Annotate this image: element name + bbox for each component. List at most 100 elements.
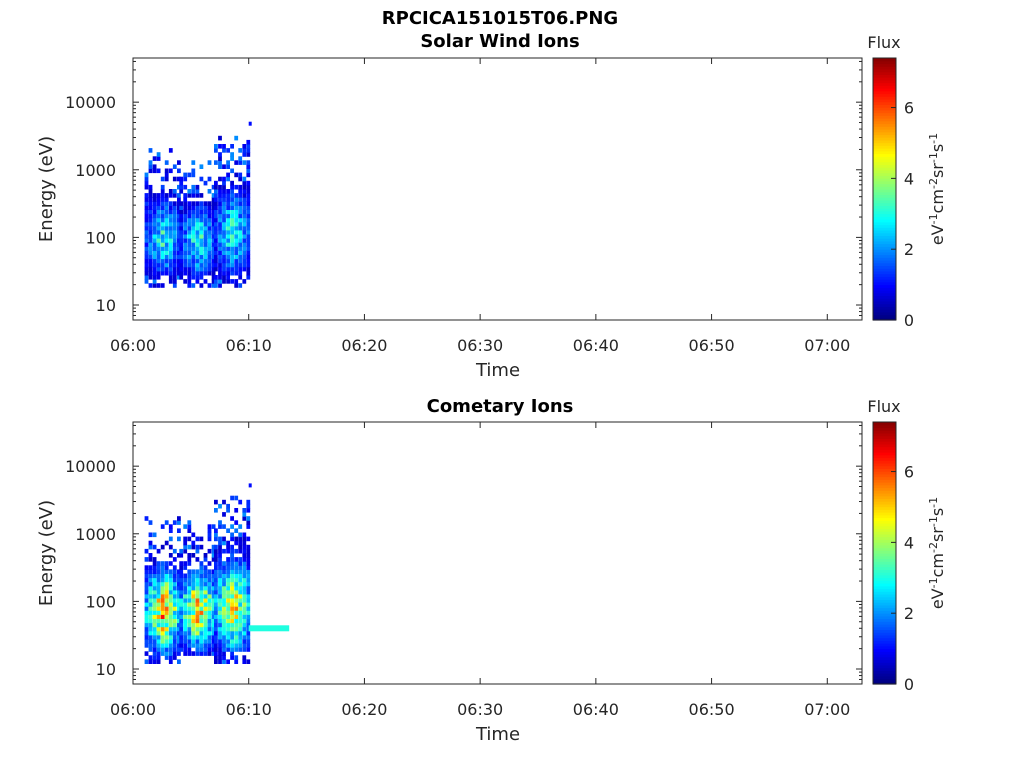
flux-pixel (156, 655, 161, 660)
colorbar-step (873, 422, 896, 426)
flux-pixel (218, 266, 222, 272)
flux-pixel (183, 193, 188, 198)
flux-pixel (164, 577, 169, 583)
flux-pixel (187, 610, 192, 615)
flux-pixel (230, 639, 234, 644)
flux-pixel (195, 229, 200, 235)
flux-pixel (238, 544, 243, 550)
colorbar-step (873, 670, 896, 674)
flux-pixel (160, 184, 165, 190)
flux-pixel (187, 651, 192, 656)
flux-pixel (222, 144, 226, 149)
colorbar-step (873, 153, 896, 157)
flux-pixel (238, 229, 243, 235)
flux-pixel (207, 610, 212, 615)
flux-pixel (168, 561, 173, 566)
flux-pixel (156, 266, 161, 272)
flux-pixel (242, 201, 247, 206)
flux-pixel (222, 614, 226, 619)
flux-pixel (246, 508, 251, 513)
colorbar-step (873, 430, 896, 434)
flux-pixel (156, 602, 161, 607)
flux-pixel (144, 242, 149, 247)
flux-pixel (234, 593, 239, 599)
flux-pixel (168, 544, 173, 550)
flux-pixel (199, 581, 204, 587)
flux-pixel (191, 168, 196, 174)
flux-pixel (230, 606, 234, 611)
colorbar-step (873, 544, 896, 549)
flux-pixel (168, 254, 173, 260)
flux-pixel (218, 593, 222, 599)
flux-pixel (203, 242, 208, 247)
flux-pixel (152, 193, 157, 198)
flux-pixel (148, 581, 153, 587)
flux-pixel (226, 508, 230, 513)
flux-pixel (230, 242, 234, 247)
flux-pixel (199, 262, 204, 268)
colorbar-unit-label: eV-1cm-2sr-1s-1 (927, 497, 948, 609)
flux-pixel (218, 602, 222, 607)
flux-pixel (234, 565, 239, 570)
flux-pixel (203, 221, 208, 227)
flux-pixel (172, 283, 177, 288)
flux-pixel (230, 209, 234, 215)
colorbar-step (873, 259, 896, 264)
colorbar-step (873, 561, 896, 565)
flux-pixel (218, 634, 222, 640)
flux-pixel (152, 275, 157, 280)
flux-pixel (156, 548, 161, 554)
flux-pixel (164, 221, 169, 227)
flux-pixel (187, 544, 192, 550)
flux-pixel (214, 201, 218, 206)
flux-pixel (144, 234, 149, 239)
flux-pixel (238, 246, 243, 251)
flux-pixel (172, 238, 177, 243)
flux-pixel (172, 246, 177, 251)
flux-pixel (183, 262, 188, 268)
flux-pixel (238, 201, 243, 206)
flux-pixel (246, 573, 251, 579)
flux-pixel (144, 172, 149, 178)
flux-pixel (222, 651, 226, 656)
flux-pixel (183, 598, 188, 603)
colorbar-step (873, 610, 896, 614)
flux-pixel (214, 655, 218, 660)
colorbar-step (873, 640, 896, 644)
flux-pixel (207, 622, 212, 628)
flux-pixel (199, 573, 204, 579)
colorbar-step (873, 452, 896, 456)
flux-pixel (214, 254, 218, 260)
flux-pixel (234, 602, 239, 607)
flux-pixel (148, 618, 153, 624)
flux-pixel (214, 217, 218, 223)
colorbar-step (873, 63, 896, 67)
flux-pixel (172, 201, 177, 206)
flux-pixel (218, 544, 222, 550)
flux-pixel (177, 553, 181, 558)
flux-pixel (214, 238, 218, 243)
flux-pixel (195, 618, 200, 624)
flux-pixel (226, 573, 230, 579)
flux-pixel (164, 606, 169, 611)
flux-pixel (191, 532, 196, 538)
colorbar-step (873, 563, 896, 568)
flux-pixel (144, 581, 149, 587)
colorbar-step (873, 314, 896, 318)
flux-pixel (172, 577, 177, 583)
flux-pixel (144, 622, 149, 628)
flux-pixel (246, 234, 251, 239)
flux-pixel (242, 160, 247, 165)
flux-pixel (230, 651, 234, 656)
flux-pixel (203, 602, 208, 607)
flux-pixel (183, 209, 188, 215)
flux-pixel (211, 553, 216, 558)
flux-pixel (168, 622, 173, 628)
colorbar-tick-label: 6 (904, 463, 914, 482)
flux-pixel (144, 238, 149, 243)
flux-pixel (218, 561, 222, 566)
flux-pixel (177, 217, 181, 223)
flux-pixel (156, 156, 161, 161)
colorbar-step (873, 120, 896, 125)
flux-pixel (234, 160, 239, 165)
